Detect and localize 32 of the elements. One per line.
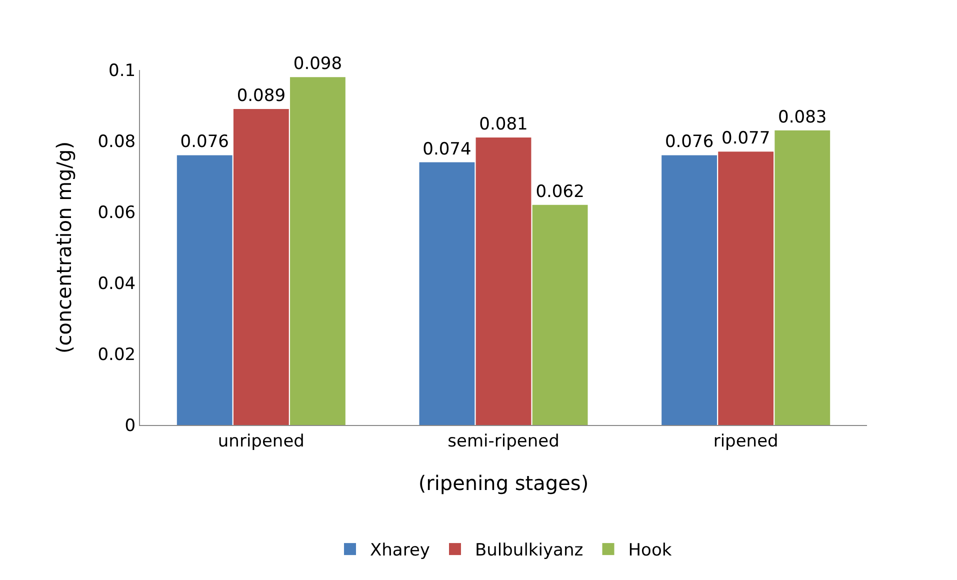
data-label: 0.083	[778, 107, 827, 128]
data-label: 0.076	[180, 132, 229, 152]
y-tick-label: 0.04	[98, 274, 136, 294]
x-tick-label: unripened	[218, 431, 304, 452]
legend-label: Hook	[628, 540, 672, 561]
data-label: 0.089	[236, 86, 286, 106]
x-axis-title: (ripening stages)	[418, 470, 589, 495]
bar	[662, 155, 717, 425]
legend-label: Xharey	[370, 540, 430, 561]
bar	[419, 162, 475, 425]
y-tick-label: 0.02	[98, 344, 136, 365]
bar	[718, 152, 774, 425]
data-label: 0.081	[479, 114, 528, 134]
y-tick-label: 0.1	[108, 60, 136, 81]
data-label: 0.062	[536, 182, 584, 202]
x-tick-label: semi-ripened	[448, 431, 560, 452]
y-tick-label: 0.06	[98, 202, 136, 223]
data-label: 0.076	[664, 132, 714, 152]
x-tick-label: ripened	[713, 431, 778, 452]
bar	[290, 77, 346, 425]
bar	[176, 155, 232, 425]
data-label: 0.077	[722, 128, 770, 149]
bar	[774, 130, 830, 425]
legend-label: Bulbulkiyanz	[474, 540, 584, 561]
data-label: 0.098	[293, 54, 342, 74]
y-axis-title: (concentration mg/g)	[52, 141, 76, 354]
y-tick-label: 0.08	[98, 132, 136, 152]
bar	[476, 137, 532, 425]
data-label: 0.074	[422, 139, 472, 160]
bar	[532, 204, 588, 425]
bar	[233, 109, 289, 425]
y-tick-label: 0	[124, 416, 136, 436]
